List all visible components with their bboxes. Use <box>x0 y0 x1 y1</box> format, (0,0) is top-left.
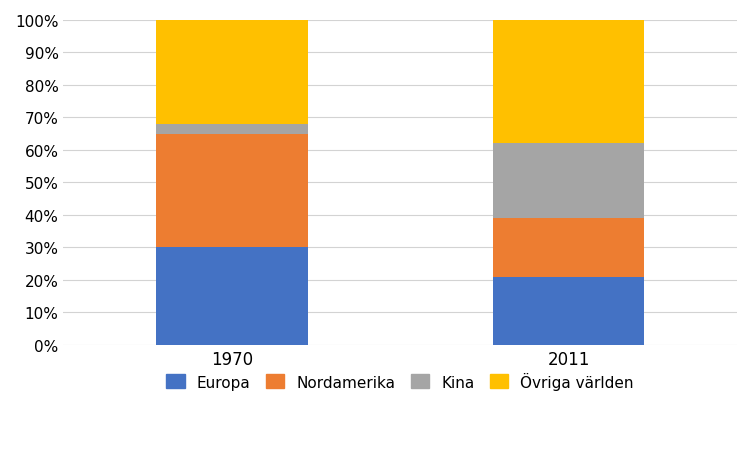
Bar <box>493 144 644 219</box>
Legend: Europa, Nordamerika, Kina, Övriga världen: Europa, Nordamerika, Kina, Övriga världe… <box>160 366 640 396</box>
Bar <box>493 277 644 345</box>
Bar <box>493 219 644 277</box>
Bar <box>156 124 308 134</box>
Bar <box>156 21 308 124</box>
Bar <box>493 21 644 144</box>
Bar <box>156 134 308 248</box>
Bar <box>156 248 308 345</box>
